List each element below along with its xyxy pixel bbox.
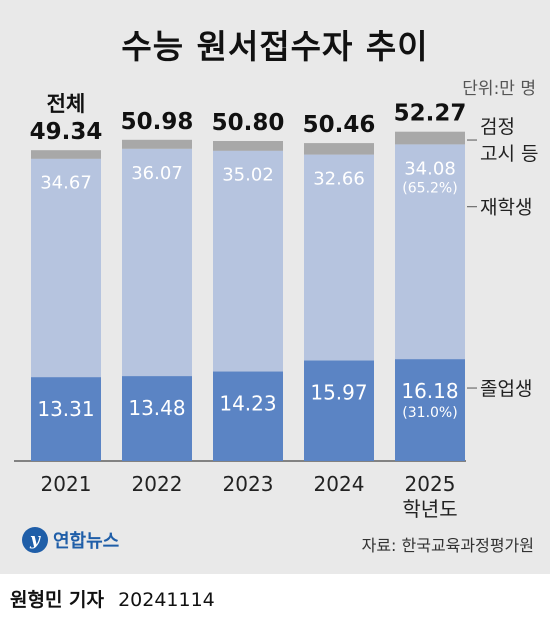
bar-segment-graduates [395,359,465,461]
legend-repeaters: 재학생 [480,197,532,219]
logo-text: 연합뉴스 [53,531,120,552]
x-tick-label: 2022 [132,472,183,496]
graduates-value-label: 13.31 [37,397,94,421]
bar-segment-repeaters [122,148,192,376]
graduates-value-label: 15.97 [310,380,367,404]
total-prefix-label: 전체 [47,92,86,116]
repeaters-value-label: 32.66 [313,169,365,190]
unit-label: 단위:만 명 [462,79,536,99]
bar-segment-graduates [31,377,101,461]
x-tick-label: 2023 [223,472,274,496]
x-tick-label: 2025 [405,472,456,496]
bar-segment-ged [304,143,374,155]
legend-ged-line2: 고시 등 [480,143,538,165]
graduates-value-label: 16.18 [401,379,458,403]
x-tick-sublabel: 학년도 [402,497,457,521]
legend-graduates: 졸업생 [480,378,532,400]
bar-segment-repeaters [304,154,374,361]
source-note: 자료: 한국교육과정평가원 [361,536,534,555]
total-value-label: 50.46 [303,112,376,138]
chart-title: 수능 원서접수자 추이 [121,27,429,66]
repeaters-value-label: 35.02 [222,165,274,186]
bar-segment-repeaters [395,144,465,360]
repeaters-value-label: 34.67 [40,173,92,194]
total-value-label: 52.27 [394,101,467,127]
repeaters-share-label: (65.2%) [402,180,457,196]
x-tick-label: 2024 [314,472,365,496]
logo-icon: y [22,527,48,553]
bar-segment-repeaters [213,150,283,372]
reporter-name: 원형민 기자 [10,589,105,611]
graduates-share-label: (31.0%) [402,405,457,421]
bar-segment-ged [31,150,101,159]
stacked-bar-chart: 13.31 34.67 49.34 전체 2021 13.48 36.07 50.98 2022… [14,92,538,521]
total-value-label: 50.80 [212,110,285,136]
bar-segment-graduates [122,376,192,461]
graduates-value-label: 13.48 [128,396,185,420]
bar-segment-ged [122,139,192,149]
total-value-label: 50.98 [121,109,194,135]
bar-segment-ged [213,141,283,151]
yonhap-logo: y 연합뉴스 [22,527,119,553]
bar-segment-ged [395,131,465,145]
legend-ged-line1: 검정 [480,116,515,138]
graduates-value-label: 14.23 [219,391,276,415]
byline: 원형민 기자 20241114 [10,585,215,612]
x-tick-label: 2021 [41,472,92,496]
publish-date: 20241114 [118,589,215,611]
repeaters-value-label: 34.08 [404,158,456,179]
total-value-label: 49.34 [30,119,103,145]
bar-segment-graduates [213,371,283,461]
bar-segment-graduates [304,360,374,461]
bar-segment-repeaters [31,158,101,378]
repeaters-value-label: 36.07 [131,163,183,184]
